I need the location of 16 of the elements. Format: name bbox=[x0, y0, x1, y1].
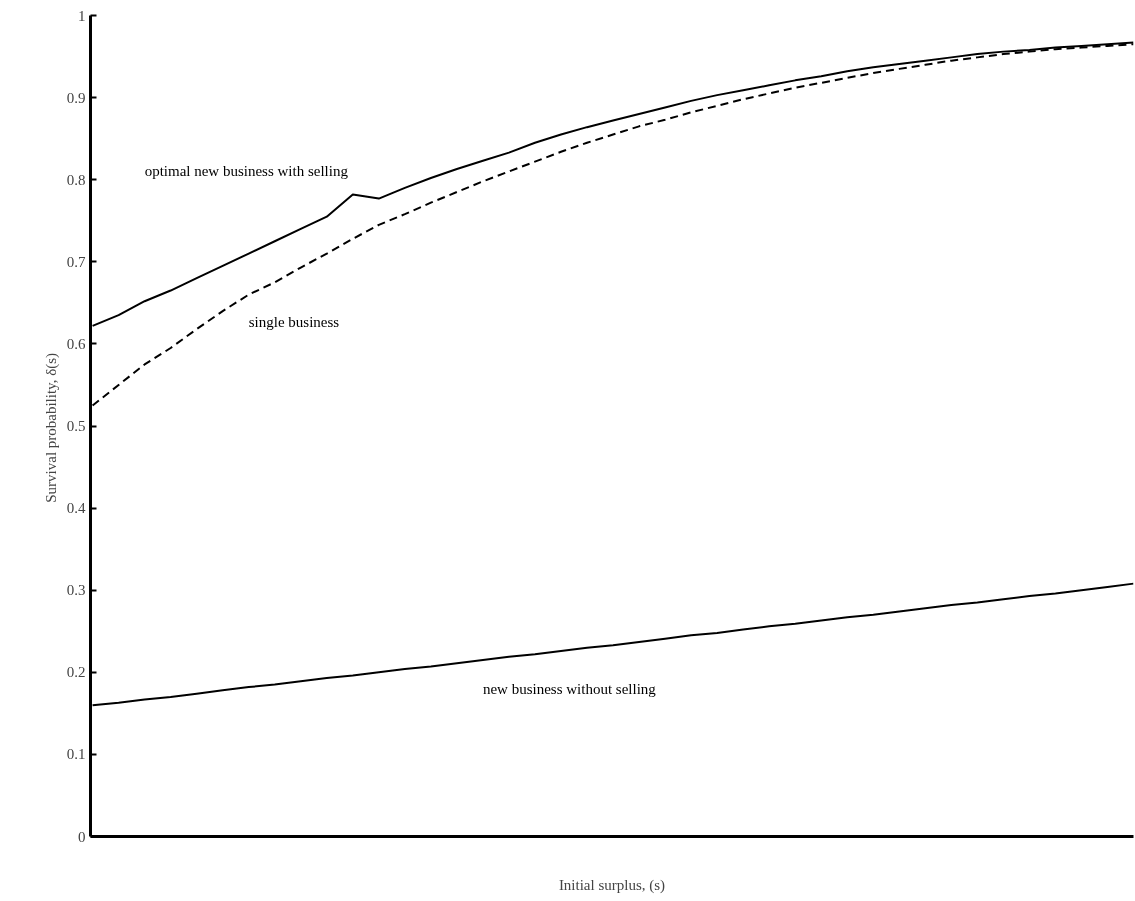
x-axis-title: Initial surplus, (s) bbox=[558, 876, 666, 894]
series-label: single business bbox=[248, 313, 340, 330]
series-label: optimal new business with selling bbox=[144, 163, 349, 180]
y-tick-label: 1 bbox=[78, 7, 86, 24]
y-tick-label: 0.2 bbox=[66, 664, 86, 681]
y-tick-label: 0.4 bbox=[66, 500, 86, 517]
y-tick-label: 0.1 bbox=[66, 746, 86, 763]
y-tick-label: 0.3 bbox=[66, 582, 86, 599]
y-tick-label: 0 bbox=[78, 828, 86, 845]
series-label: new business without selling bbox=[482, 680, 657, 697]
y-tick-label: 0.6 bbox=[66, 335, 86, 352]
y-tick-label: 0.8 bbox=[66, 171, 86, 188]
y-tick-label: 0.5 bbox=[66, 418, 86, 434]
y-tick-label: 0.9 bbox=[66, 89, 86, 106]
y-tick-label: 0.7 bbox=[66, 253, 86, 270]
y-axis-title: Survival probability, δ(s) bbox=[42, 352, 60, 503]
